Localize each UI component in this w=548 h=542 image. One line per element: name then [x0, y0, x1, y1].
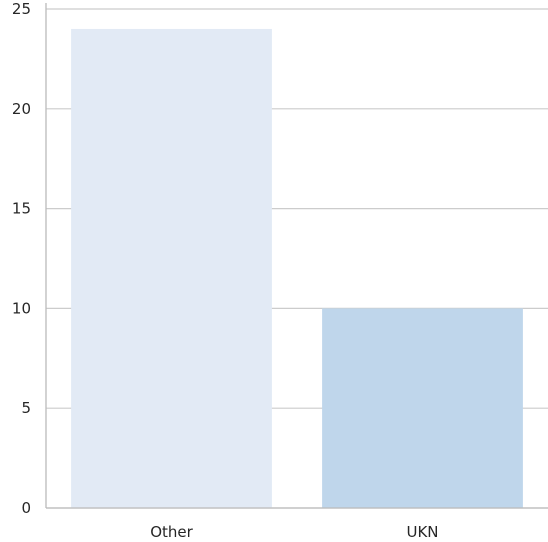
- bar-other: [71, 28, 272, 509]
- y-tick-label: 15: [12, 200, 31, 218]
- x-tick-label: UKN: [406, 523, 438, 541]
- y-tick-label: 0: [21, 499, 31, 517]
- bar-ukn: [322, 308, 523, 508]
- y-tick-label: 10: [12, 299, 31, 317]
- y-tick-label: 25: [12, 0, 31, 18]
- y-tick-labels: 0 5 10 15 20 25: [12, 0, 31, 517]
- y-tick-label: 20: [12, 100, 31, 118]
- x-tick-labels: Other UKN: [150, 523, 438, 541]
- axes: [45, 3, 548, 509]
- y-tick-label: 5: [21, 399, 31, 417]
- bars: [71, 28, 523, 509]
- x-tick-label: Other: [150, 523, 193, 541]
